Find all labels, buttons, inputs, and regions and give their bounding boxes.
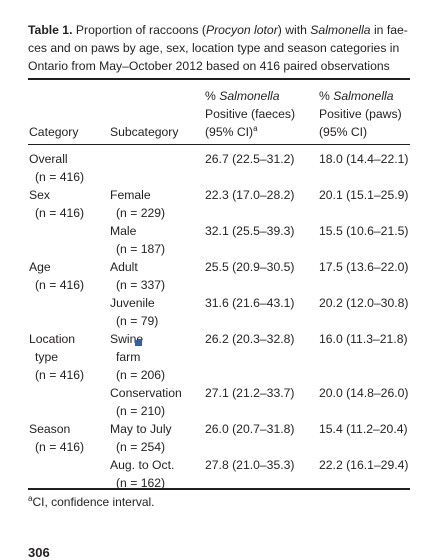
paws-overall: 18.0 (14.4–22.1) [319, 152, 409, 166]
subcategory-female-n: (n = 229) [116, 206, 166, 220]
subcategory-conservation-n: (n = 210) [116, 404, 166, 418]
category-location-n: (n = 416) [35, 368, 85, 382]
page-number: 306 [28, 545, 50, 560]
category-season: Season [29, 422, 71, 436]
faeces-female: 22.3 (17.0–28.2) [205, 188, 295, 202]
category-sex-n: (n = 416) [35, 206, 85, 220]
table-label: Table 1. [28, 23, 73, 37]
category-sex: Sex [29, 188, 51, 202]
paws-juvenile: 20.2 (12.0–30.8) [319, 296, 409, 310]
category-age: Age [29, 260, 51, 274]
faeces-conservation: 27.1 (21.2–33.7) [205, 386, 295, 400]
subcategory-male-n: (n = 187) [116, 242, 166, 256]
subcategory-juvenile-n: (n = 79) [116, 314, 159, 328]
paws-conservation: 20.0 (14.8–26.0) [319, 386, 409, 400]
subcategory-aug-oct: Aug. to Oct. [110, 458, 175, 472]
faeces-may-july: 26.0 (20.7–31.8) [205, 422, 295, 436]
subcategory-swine-n: (n = 206) [116, 368, 166, 382]
faeces-aug-oct: 27.8 (21.0–35.3) [205, 458, 295, 472]
footnote-marker: a [28, 494, 33, 503]
subcategory-aug-oct-n: (n = 162) [116, 476, 166, 490]
subcategory-swine-line-2: farm [116, 350, 141, 364]
table-bottom-rule [28, 488, 410, 490]
faeces-header-line-2: Positive (faeces) [205, 107, 296, 121]
caption-line-2: ces and on paws by age, sex, location ty… [28, 41, 400, 55]
faeces-juvenile: 31.6 (21.6–43.1) [205, 296, 295, 310]
faeces-header-line-3: (95% CI)a [205, 123, 258, 139]
subcategory-female: Female [110, 188, 151, 202]
table-top-rule [28, 78, 410, 80]
caption-line-3: Ontario from May–October 2012 based on 4… [28, 59, 390, 73]
subcategory-adult: Adult [110, 260, 138, 274]
faeces-adult: 25.5 (20.9–30.5) [205, 260, 295, 274]
footnote-marker: a [253, 123, 258, 133]
category-overall-n: (n = 416) [35, 170, 85, 184]
subcategory-header: Subcategory [110, 125, 179, 139]
category-header: Category [29, 125, 79, 139]
header-rule [28, 144, 410, 145]
category-location: Location [29, 332, 76, 346]
subcategory-adult-n: (n = 337) [116, 278, 166, 292]
scan-artifact [135, 340, 142, 346]
faeces-swine: 26.2 (20.3–32.8) [205, 332, 295, 346]
caption-text-2: ) with [277, 23, 311, 37]
subcategory-swine: Swine [110, 332, 144, 346]
paws-aug-oct: 22.2 (16.1–29.4) [319, 458, 409, 472]
paws-may-july: 15.4 (11.2–20.4) [319, 422, 408, 436]
subcategory-may-july-n: (n = 254) [116, 440, 166, 454]
category-age-n: (n = 416) [35, 278, 85, 292]
faeces-header-line-1: % Salmonella [205, 89, 280, 103]
subcategory-juvenile: Juvenile [110, 296, 155, 310]
subcategory-conservation: Conservation [110, 386, 182, 400]
category-season-n: (n = 416) [35, 440, 85, 454]
paws-adult: 17.5 (13.6–22.0) [319, 260, 409, 274]
table-caption: Table 1. Proportion of raccoons (Procyon… [28, 21, 412, 75]
paws-swine: 16.0 (11.3–21.8) [319, 332, 408, 346]
caption-text-3: in fae- [370, 23, 408, 37]
paws-header-line-1: % Salmonella [319, 89, 394, 103]
genus-name: Salmonella [310, 23, 371, 37]
paws-female: 20.1 (15.1–25.9) [319, 188, 409, 202]
subcategory-male: Male [110, 224, 137, 238]
subcategory-may-july: May to July [110, 422, 172, 436]
species-name: Procyon lotor [205, 23, 278, 37]
paws-header-line-2: Positive (paws) [319, 107, 402, 121]
category-location-line-2: type [35, 350, 59, 364]
faeces-male: 32.1 (25.5–39.3) [205, 224, 295, 238]
category-overall: Overall [29, 152, 68, 166]
table-footnote: aCI, confidence interval. [28, 494, 155, 510]
paws-male: 15.5 (10.6–21.5) [319, 224, 409, 238]
faeces-overall: 26.7 (22.5–31.2) [205, 152, 295, 166]
paws-header-line-3: (95% CI) [319, 125, 368, 139]
caption-text-1: Proportion of raccoons ( [75, 23, 206, 37]
